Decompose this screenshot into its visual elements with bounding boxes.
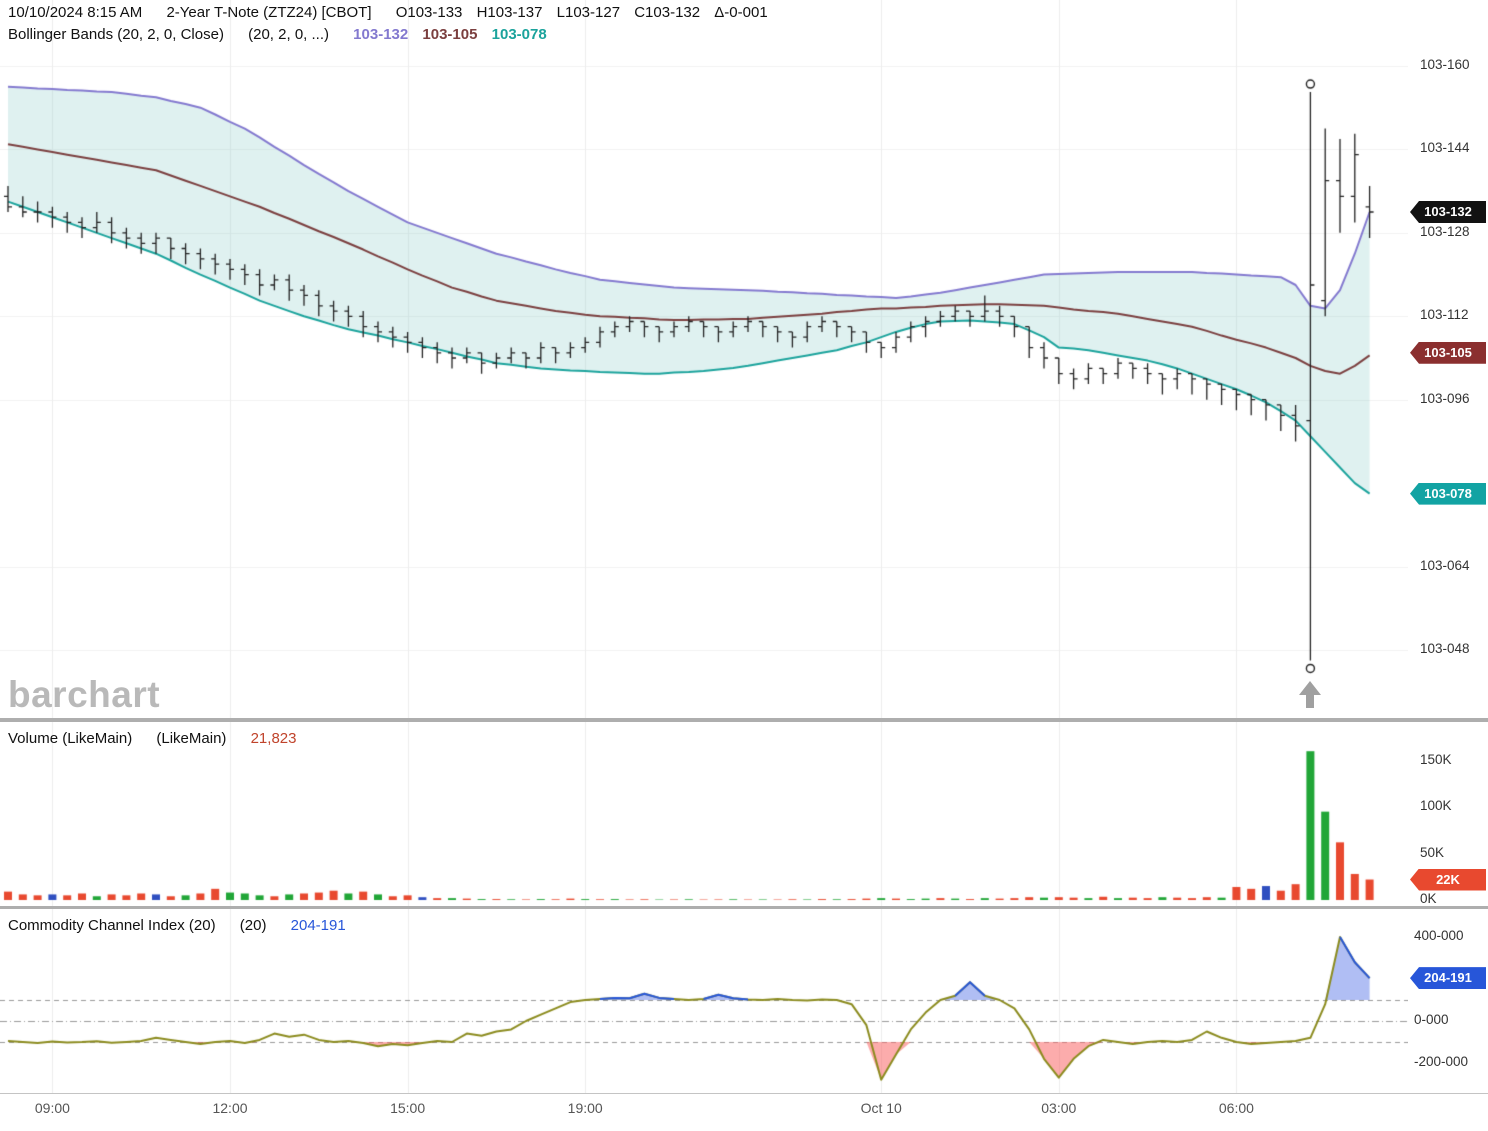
bb-lower-badge: 103-078 bbox=[1410, 482, 1486, 505]
price-axis-label: 103-112 bbox=[1420, 307, 1469, 323]
time-axis[interactable] bbox=[0, 1093, 1488, 1131]
header-change: Δ-0-001 bbox=[714, 4, 768, 21]
price-panel-header: 10/10/2024 8:15 AM 2-Year T-Note (ZTZ24)… bbox=[8, 4, 778, 21]
header-open: O103-133 bbox=[395, 4, 463, 21]
bb-lower-value: 103-078 bbox=[491, 26, 547, 43]
price-axis-label: 103-048 bbox=[1420, 641, 1470, 656]
volume-label: Volume (LikeMain) bbox=[8, 730, 133, 747]
barchart-watermark: barchart bbox=[8, 674, 161, 715]
cci-axis-label: 0-000 bbox=[1414, 1012, 1449, 1027]
volume-chart-canvas[interactable] bbox=[0, 722, 1408, 906]
volume-params: (LikeMain) bbox=[156, 730, 227, 747]
cci-chart-canvas[interactable] bbox=[0, 909, 1408, 1093]
time-axis-label: Oct 10 bbox=[860, 1100, 902, 1116]
price-axis-label: 103-128 bbox=[1420, 223, 1470, 239]
header-symbol: 2-Year T-Note (ZTZ24) [CBOT] bbox=[166, 4, 372, 21]
cci-label: Commodity Channel Index (20) bbox=[8, 917, 216, 934]
spike-up-arrow-icon bbox=[1299, 681, 1321, 695]
cci-value: 204-191 bbox=[290, 917, 346, 934]
time-axis-label: 12:00 bbox=[212, 1100, 248, 1116]
cci-panel-header: Commodity Channel Index (20) (20) 204-19… bbox=[8, 917, 356, 934]
header-close: C103-132 bbox=[634, 4, 701, 21]
panel-separator[interactable] bbox=[0, 718, 1488, 722]
price-axis-label: 103-064 bbox=[1420, 557, 1470, 573]
indicator-name: Bollinger Bands (20, 2, 0, Close) bbox=[8, 26, 224, 43]
cci-axis-label: -200-000 bbox=[1414, 1054, 1469, 1069]
header-datetime: 10/10/2024 8:15 AM bbox=[8, 4, 143, 21]
cci-axis-label: 400-000 bbox=[1414, 928, 1464, 943]
volume-panel: Volume (LikeMain) (LikeMain) 21,823 bbox=[0, 722, 1488, 906]
volume-panel-header: Volume (LikeMain) (LikeMain) 21,823 bbox=[8, 730, 306, 747]
header-high: H103-137 bbox=[476, 4, 543, 21]
bb-middle-value: 103-105 bbox=[422, 26, 478, 43]
volume-axis-label: 150K bbox=[1420, 751, 1452, 767]
time-axis-label: 09:00 bbox=[34, 1100, 70, 1116]
header-low: L103-127 bbox=[556, 4, 621, 21]
time-axis-label: 06:00 bbox=[1218, 1100, 1254, 1116]
time-axis-label: 15:00 bbox=[390, 1100, 426, 1116]
price-panel: 10/10/2024 8:15 AM 2-Year T-Note (ZTZ24)… bbox=[0, 0, 1408, 718]
bb-upper-value: 103-132 bbox=[353, 26, 409, 43]
price-chart-canvas[interactable] bbox=[0, 0, 1408, 718]
last-price-badge: 103-132 bbox=[1410, 201, 1486, 223]
cci-panel: Commodity Channel Index (20) (20) 204-19… bbox=[0, 909, 1488, 1093]
price-axis-label: 103-144 bbox=[1420, 140, 1470, 156]
volume-value: 21,823 bbox=[250, 730, 297, 747]
bb-middle-badge: 103-105 bbox=[1410, 341, 1486, 364]
volume-badge: 22K bbox=[1410, 868, 1486, 891]
volume-axis-label: 0K bbox=[1420, 891, 1437, 906]
time-axis-label: 19:00 bbox=[567, 1100, 603, 1116]
spike-up-arrow-stem bbox=[1306, 694, 1314, 708]
volume-axis-label: 100K bbox=[1420, 798, 1452, 813]
cci-params: (20) bbox=[239, 917, 267, 934]
price-axis-label: 103-160 bbox=[1420, 57, 1470, 72]
price-axis-label: 103-096 bbox=[1420, 390, 1470, 406]
indicator-header: Bollinger Bands (20, 2, 0, Close) (20, 2… bbox=[8, 26, 557, 43]
cci-badge: 204-191 bbox=[1410, 967, 1486, 990]
panel-separator[interactable] bbox=[0, 906, 1488, 909]
time-axis-label: 03:00 bbox=[1041, 1100, 1077, 1116]
indicator-params: (20, 2, 0, ...) bbox=[248, 26, 329, 43]
volume-axis-label: 50K bbox=[1420, 844, 1445, 860]
